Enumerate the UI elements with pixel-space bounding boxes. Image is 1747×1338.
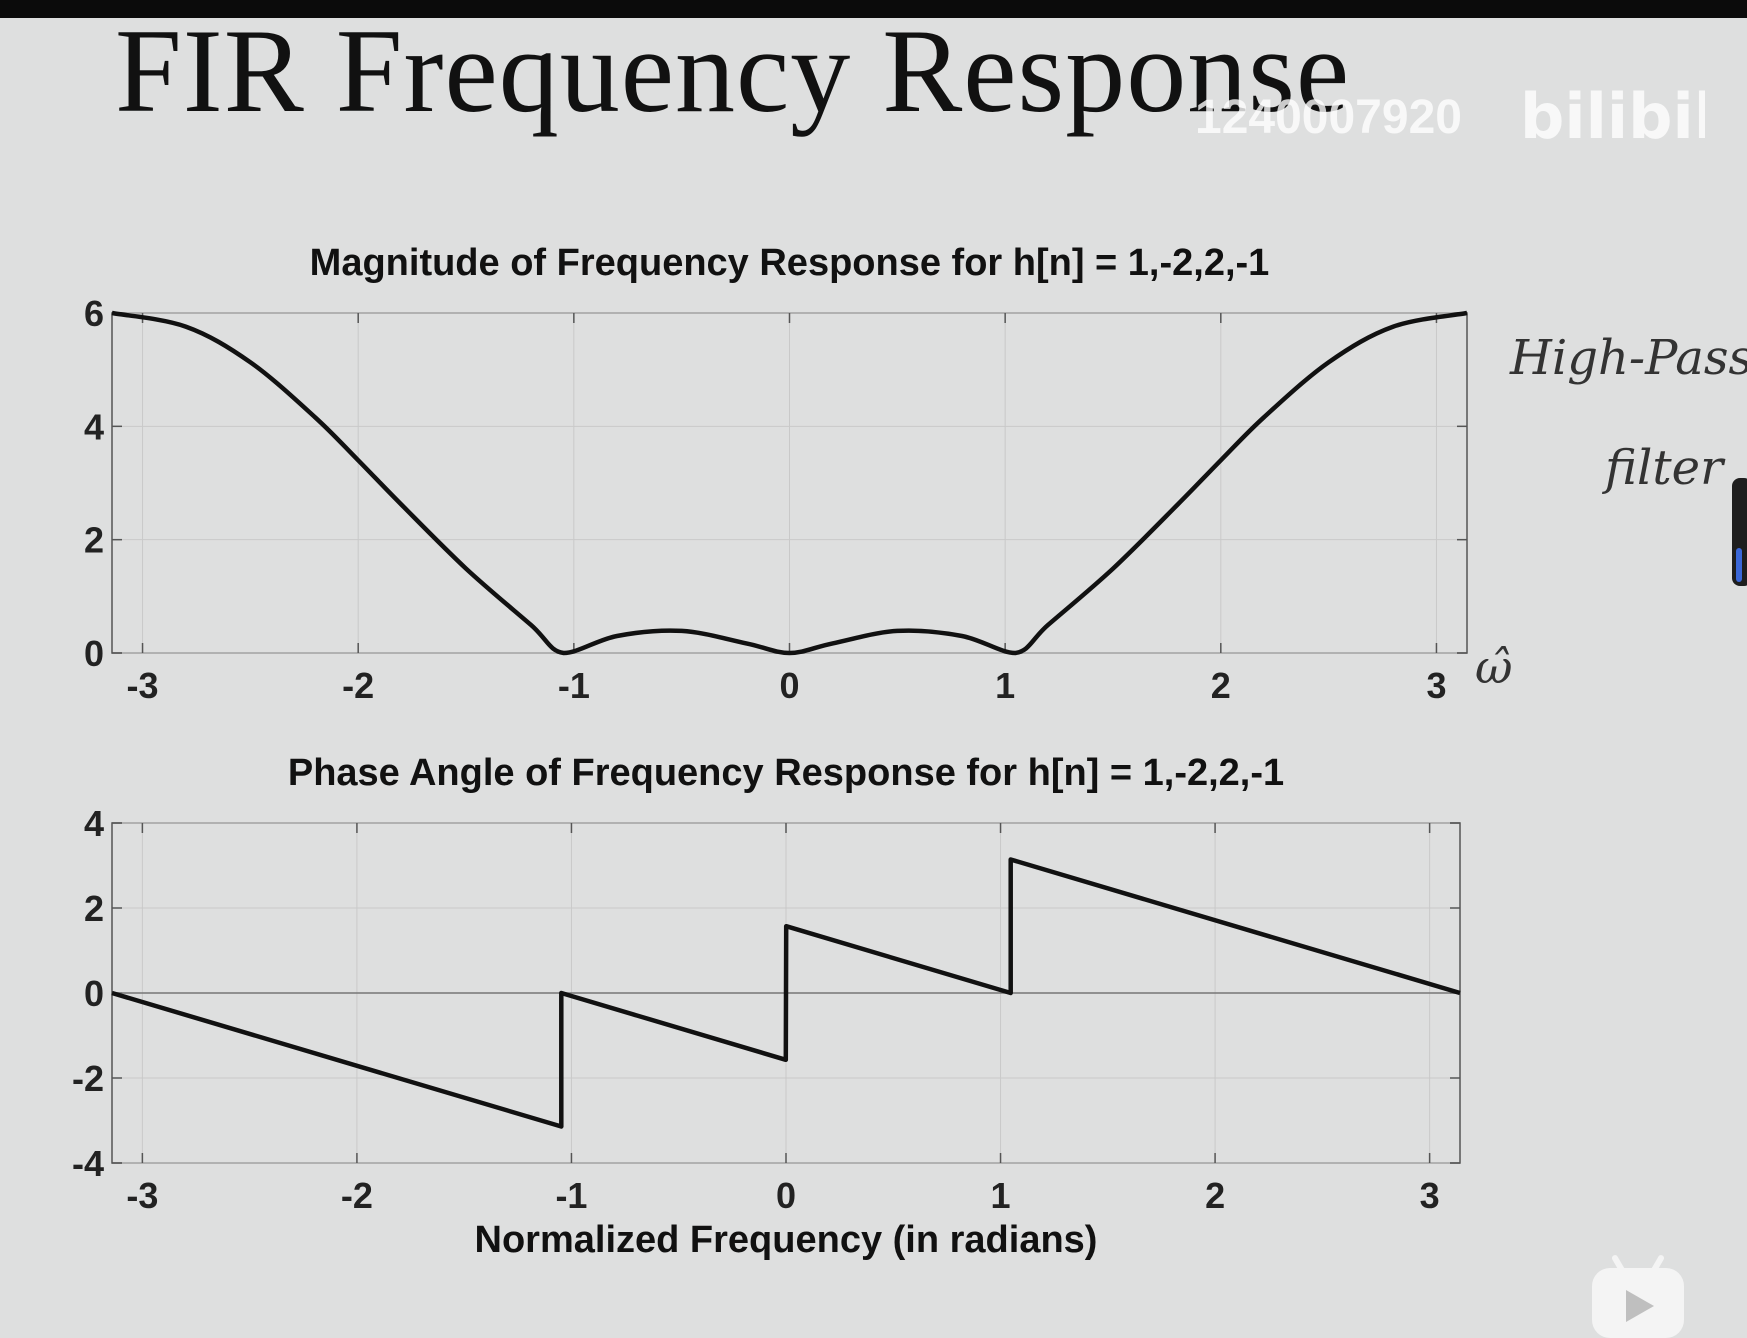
hand-note-filter: filter [1605,440,1724,496]
magnitude-y-tick-label: 0 [84,633,104,674]
magnitude-chart: -3 -2 -1 0 1 2 3 0 2 4 6 Magnitude of Frequency Res… [84,242,1468,706]
magnitude-x-tick-label: -2 [342,665,374,706]
phase-x-axis-label: Normalized Frequency (in radians) [475,1219,1098,1261]
phase-chart-title: Phase Angle of Frequency Response for h[… [288,752,1284,794]
phase-x-tick-label: 3 [1420,1175,1440,1216]
phase-x-tick-label: 1 [991,1175,1011,1216]
phase-y-tick-label: -4 [72,1143,104,1184]
magnitude-x-tick-label: -3 [127,665,159,706]
phase-x-tick-label: 2 [1205,1175,1225,1216]
phase-y-tick-label: 0 [84,973,104,1014]
svg-text:bilibili: bilibili [1520,80,1705,150]
watermark-id: 1240007920 [1195,91,1462,144]
phase-x-tick-label: -3 [126,1175,158,1216]
side-panel-handle-accent [1736,548,1742,582]
phase-y-tick-label: 2 [84,888,104,929]
magnitude-x-tick-label: 1 [995,665,1015,706]
magnitude-series-line [111,310,1468,656]
play-icon [1626,1290,1654,1322]
hand-note-high-pass: High-Pass [1510,330,1747,386]
magnitude-y-tick-label: 4 [84,406,104,447]
phase-series-line [111,857,1461,1129]
magnitude-x-tick-label: -1 [558,665,590,706]
side-panel-handle[interactable] [1732,478,1747,586]
magnitude-y-tick-label: 2 [84,520,104,561]
phase-y-tick-label: -2 [72,1058,104,1099]
slide-title: FIR Frequency Response [115,4,1351,137]
phase-x-tick-label: -1 [555,1175,587,1216]
magnitude-x-tick-label: 3 [1426,665,1446,706]
tv-player-icon[interactable] [1592,1253,1684,1338]
magnitude-y-tick-label: 6 [84,293,104,334]
phase-x-tick-label: -2 [341,1175,373,1216]
top-bar [0,0,1747,18]
bilibili-logo-icon: bilibili [1520,80,1705,150]
phase-chart: -3 -2 -1 0 1 2 3 -4 -2 0 2 4 Phase Angle of Frequenc… [72,752,1461,1261]
magnitude-x-tick-label: 0 [779,665,799,706]
phase-y-tick-label: 4 [84,803,104,844]
magnitude-x-tick-label: 2 [1211,665,1231,706]
omega-hat-label: ω̂ [1475,640,1513,694]
magnitude-chart-title: Magnitude of Frequency Response for h[n]… [310,242,1270,284]
phase-x-tick-label: 0 [776,1175,796,1216]
